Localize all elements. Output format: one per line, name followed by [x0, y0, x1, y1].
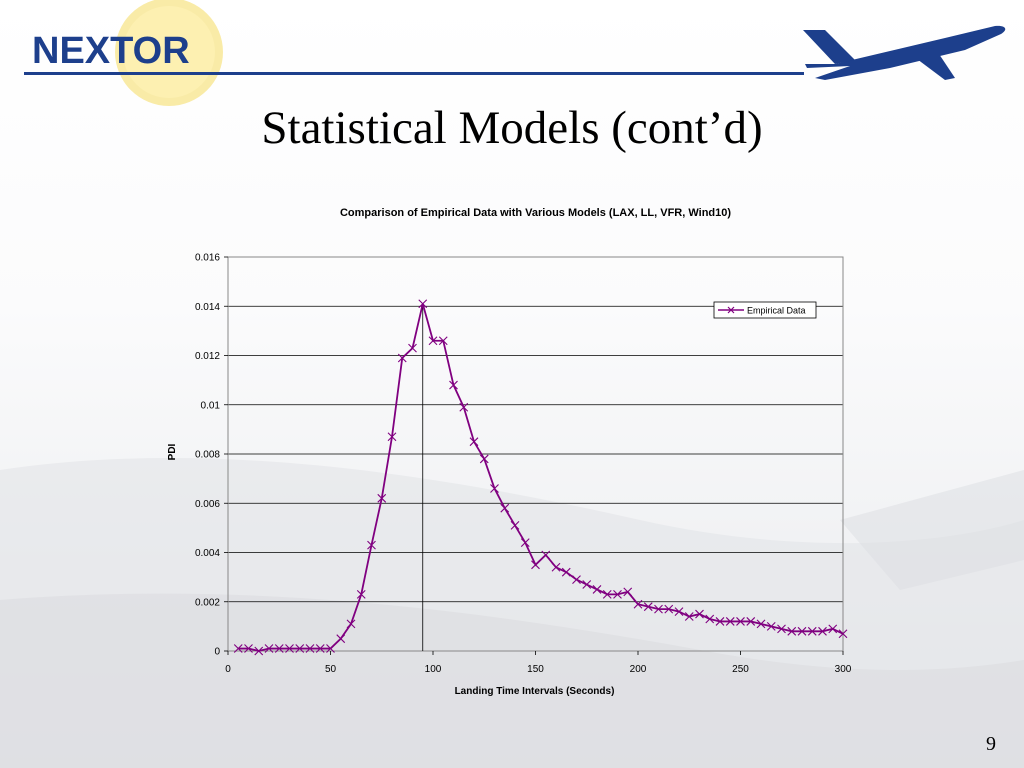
data-point	[633, 599, 643, 609]
nextor-logo	[24, 0, 224, 110]
data-point	[305, 644, 315, 653]
data-point	[408, 343, 417, 353]
data-point	[479, 454, 489, 464]
x-tick-label: 0	[225, 664, 231, 675]
data-point	[428, 336, 438, 346]
series-empirical	[233, 299, 848, 656]
data-point	[572, 575, 581, 584]
logo-text: NEXTOR	[32, 30, 190, 72]
data-point	[285, 644, 294, 653]
data-point	[500, 503, 510, 513]
data-point	[490, 484, 499, 493]
x-tick-label: 100	[425, 664, 442, 675]
data-point	[623, 587, 633, 597]
data-point	[674, 607, 684, 616]
data-point	[264, 644, 274, 653]
data-point	[510, 521, 520, 530]
data-point	[715, 617, 725, 626]
data-point	[807, 626, 817, 636]
data-point	[684, 612, 694, 621]
data-point	[705, 614, 715, 624]
y-tick-label: 0.014	[195, 302, 220, 313]
data-point	[336, 634, 346, 644]
x-tick-label: 250	[732, 664, 749, 675]
data-point	[295, 644, 305, 653]
data-point	[818, 626, 827, 636]
data-point	[274, 644, 284, 653]
data-point	[377, 493, 387, 503]
y-axis-ticks: 0 0.002 0.004 0.006 0.008 0.01 0.012 0.014 0.016	[195, 253, 228, 658]
data-point	[787, 626, 797, 636]
y-tick-label: 0.01	[201, 400, 221, 411]
data-point	[326, 644, 335, 653]
y-tick-label: 0	[214, 647, 220, 658]
data-point	[561, 567, 571, 577]
x-tick-label: 50	[325, 664, 337, 675]
data-point	[459, 402, 469, 412]
chart-title: Comparison of Empirical Data with Variou…	[339, 207, 732, 219]
data-point	[449, 380, 458, 390]
data-point	[541, 550, 551, 560]
data-point	[346, 619, 356, 629]
nextor-logo-icon	[115, 0, 223, 106]
data-point	[233, 644, 243, 653]
data-point	[838, 629, 848, 639]
header-rule	[24, 72, 804, 75]
data-point	[725, 617, 735, 626]
data-point	[828, 624, 838, 634]
data-point	[602, 589, 612, 599]
data-point	[654, 604, 663, 614]
airplane-icon	[803, 25, 1006, 80]
data-point	[643, 602, 653, 612]
data-point	[397, 353, 407, 363]
data-point	[254, 646, 264, 656]
data-point	[356, 589, 366, 599]
x-axis-ticks: 0 50 100 150 200 250 300	[225, 651, 852, 675]
y-tick-label: 0.004	[195, 548, 220, 559]
data-point	[520, 538, 530, 548]
data-point	[551, 562, 561, 572]
data-point	[582, 580, 592, 589]
data-point	[244, 644, 253, 653]
data-point	[367, 540, 376, 550]
legend-box	[713, 301, 817, 319]
data-point	[592, 585, 602, 594]
data-point	[438, 336, 448, 346]
legend-label: Empirical Data	[747, 306, 806, 316]
y-tick-label: 0.012	[195, 351, 220, 362]
x-tick-label: 300	[835, 664, 852, 675]
y-tick-label: 0.008	[195, 450, 220, 461]
y-tick-label: 0.016	[195, 253, 220, 264]
data-point	[664, 604, 674, 614]
data-point	[387, 432, 397, 442]
data-point	[315, 644, 325, 653]
y-tick-label: 0.006	[195, 499, 220, 510]
data-point	[695, 609, 704, 619]
x-axis-title: Landing Time Intervals (Seconds)	[455, 686, 615, 697]
data-point	[418, 299, 428, 309]
data-point	[756, 619, 766, 629]
x-tick-label: 200	[630, 664, 647, 675]
data-point	[746, 617, 756, 626]
y-axis-title: PDI	[167, 443, 178, 460]
data-point	[469, 437, 479, 447]
y-tick-label: 0.002	[195, 597, 220, 608]
page-number: 9	[986, 733, 996, 755]
data-point	[736, 617, 745, 626]
legend: Empirical Data	[713, 301, 817, 319]
data-point	[613, 589, 622, 599]
data-point	[797, 626, 807, 636]
data-point	[766, 621, 776, 631]
data-point	[531, 560, 540, 570]
x-tick-label: 150	[527, 664, 544, 675]
data-point	[777, 624, 786, 634]
slide-title: Statistical Models (cont’d)	[261, 102, 763, 154]
legend-marker-icon	[727, 306, 735, 314]
